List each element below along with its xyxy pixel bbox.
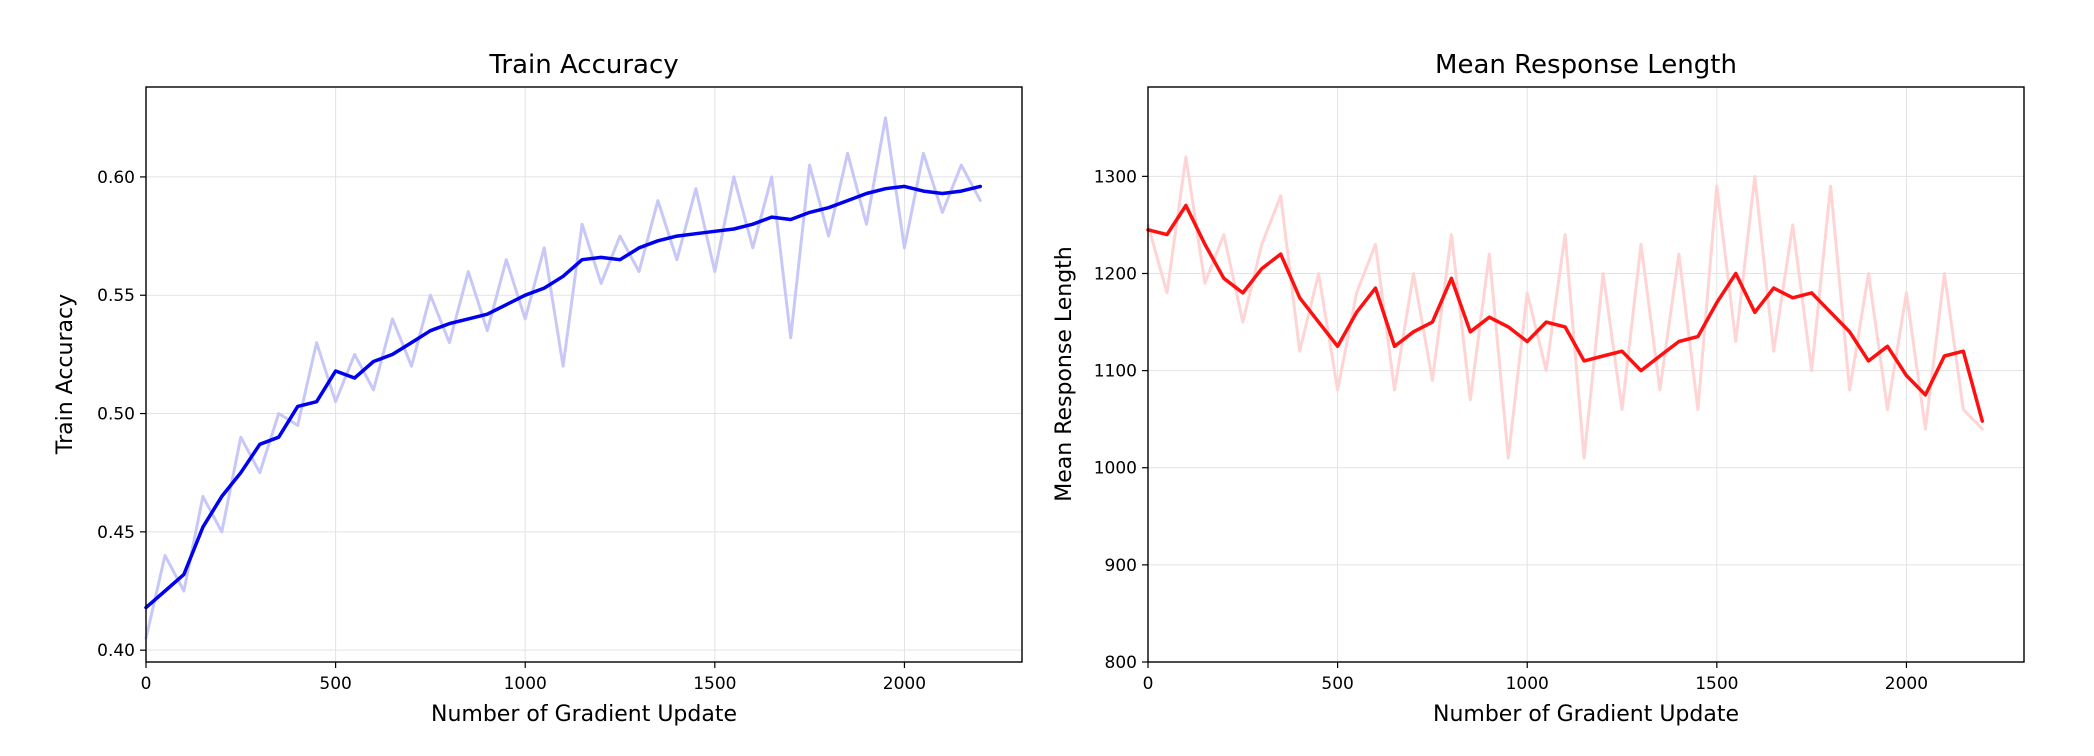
smoothed-series-line xyxy=(144,184,983,610)
chart-title: Mean Response Length xyxy=(1435,50,1737,80)
raw-series xyxy=(144,116,982,640)
grid xyxy=(145,87,1022,662)
y-tick-label: 0.55 xyxy=(97,286,135,306)
plot-frame xyxy=(1147,86,2025,663)
x-tick-label: 1000 xyxy=(1506,674,1549,694)
train-accuracy-panel: Train Accuracy Number of Gradient Update… xyxy=(53,50,1023,727)
y-tick-label: 1100 xyxy=(1094,362,1137,382)
y-axis-label: Mean Response Length xyxy=(1052,246,1077,501)
y-tick-label: 1200 xyxy=(1094,264,1137,284)
smoothed-series xyxy=(1146,203,1985,423)
x-tick-label: 2000 xyxy=(1885,674,1928,694)
raw-series-line xyxy=(1146,155,1984,460)
x-axis-label: Number of Gradient Update xyxy=(1433,702,1739,727)
raw-series xyxy=(1146,155,1984,460)
y-tick-label: 800 xyxy=(1105,653,1137,673)
plot-frame xyxy=(145,86,1023,663)
x-tick-label: 1500 xyxy=(1695,674,1738,694)
axis-ticks: 0 500 1000 1500 2000 0.40 0.45 0.50 0.55 0.60 xyxy=(97,168,926,694)
x-tick-label: 1000 xyxy=(504,674,547,694)
chart-title: Train Accuracy xyxy=(488,50,678,80)
mean-response-length-panel: Mean Response Length Number of Gradient … xyxy=(1052,50,2025,727)
y-tick-label: 1300 xyxy=(1094,167,1137,187)
x-tick-label: 500 xyxy=(1321,674,1353,694)
y-axis-label: Train Accuracy xyxy=(53,294,78,455)
x-tick-label: 2000 xyxy=(883,674,926,694)
y-tick-label: 0.50 xyxy=(97,405,135,425)
x-tick-label: 500 xyxy=(319,674,351,694)
y-tick-label: 0.60 xyxy=(97,168,135,188)
x-tick-label: 1500 xyxy=(693,674,736,694)
raw-series-line xyxy=(144,116,982,640)
y-tick-label: 1000 xyxy=(1094,459,1137,479)
smoothed-series-line xyxy=(1146,203,1985,423)
x-axis-label: Number of Gradient Update xyxy=(431,702,737,727)
axis-ticks: 0 500 1000 1500 2000 800 900 1000 1100 1200 1300 xyxy=(1094,167,1928,694)
y-tick-label: 0.40 xyxy=(97,641,135,661)
y-tick-label: 0.45 xyxy=(97,523,135,543)
y-tick-label: 900 xyxy=(1105,556,1137,576)
x-tick-label: 0 xyxy=(141,674,152,694)
smoothed-series xyxy=(144,184,983,610)
x-tick-label: 0 xyxy=(1143,674,1154,694)
